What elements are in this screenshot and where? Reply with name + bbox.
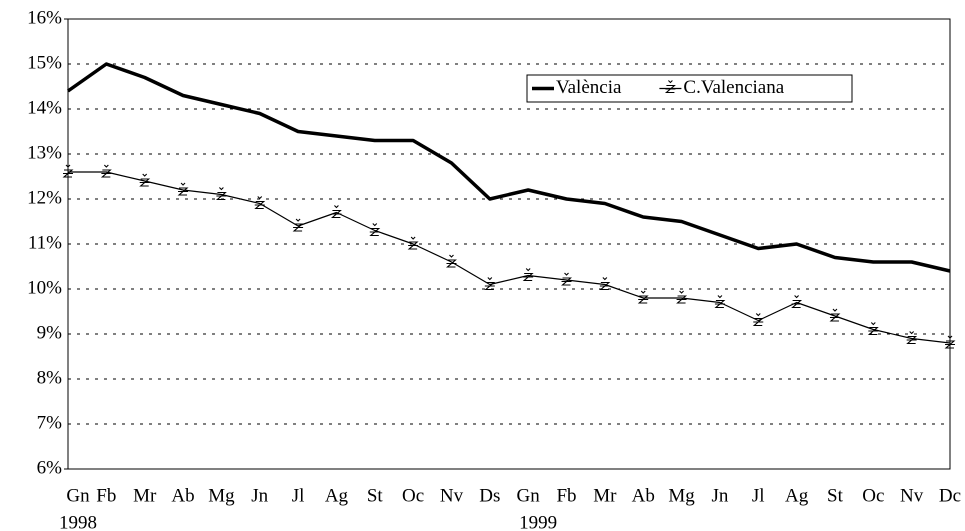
x-tick-label: Gn <box>66 485 90 506</box>
x-tick-label: Ag <box>785 485 809 506</box>
y-tick-label: 7% <box>37 412 63 433</box>
y-tick-label: 16% <box>27 7 62 28</box>
plot-frame <box>67 18 951 470</box>
marker <box>906 331 918 345</box>
marker <box>637 290 649 304</box>
marker <box>676 290 688 304</box>
marker <box>369 223 381 237</box>
y-tick-label: 11% <box>28 232 62 253</box>
marker <box>62 164 74 178</box>
marker <box>330 205 342 219</box>
x-tick-label: Jl <box>292 485 305 506</box>
series-line <box>68 171 951 344</box>
marker <box>100 164 112 178</box>
marker <box>292 218 304 232</box>
marker <box>215 187 227 201</box>
x-tick-label: Ab <box>171 485 194 506</box>
y-tick-label: 9% <box>37 322 63 343</box>
marker <box>752 313 764 327</box>
x-tick-label: Mr <box>133 485 157 506</box>
marker <box>561 272 572 286</box>
y-tick-label: 13% <box>27 142 62 163</box>
x-tick-label: Ab <box>632 485 655 506</box>
y-tick-label: 15% <box>27 52 62 73</box>
x-tick-label: St <box>827 485 844 506</box>
y-tick-label: 12% <box>27 187 62 208</box>
marker <box>139 173 151 187</box>
marker <box>407 236 419 250</box>
x-tick-label: Oc <box>402 485 424 506</box>
year-label: 1998 <box>59 512 97 531</box>
marker <box>791 295 803 309</box>
marker <box>177 182 189 196</box>
y-tick-label: 8% <box>37 367 63 388</box>
year-label: 1999 <box>519 512 557 531</box>
legend-label: C.Valenciana <box>683 77 784 98</box>
marker <box>484 277 496 291</box>
y-tick-label: 10% <box>27 277 62 298</box>
marker <box>254 196 266 210</box>
marker <box>446 254 457 268</box>
x-tick-label: Fb <box>556 485 576 506</box>
marker <box>599 277 611 291</box>
x-tick-label: Mg <box>668 485 695 506</box>
marker <box>829 308 841 322</box>
x-tick-label: Fb <box>96 485 116 506</box>
x-tick-label: Jn <box>251 485 268 506</box>
marker <box>522 268 534 282</box>
x-tick-label: Nv <box>900 485 924 506</box>
y-tick-label: 6% <box>37 457 63 478</box>
x-tick-label: Dc <box>939 485 961 506</box>
x-tick-label: Ag <box>325 485 349 506</box>
x-tick-label: Mg <box>208 485 235 506</box>
x-tick-label: Gn <box>517 485 541 506</box>
x-tick-label: Jl <box>752 485 765 506</box>
marker <box>944 335 956 349</box>
x-tick-label: St <box>367 485 384 506</box>
x-tick-label: Oc <box>862 485 884 506</box>
x-tick-label: Nv <box>440 485 464 506</box>
series-line <box>66 62 951 273</box>
marker <box>664 80 676 94</box>
x-tick-label: Ds <box>479 485 500 506</box>
legend-box <box>526 74 853 103</box>
legend-label: València <box>556 77 622 98</box>
marker <box>867 322 879 336</box>
x-tick-label: Mr <box>593 485 617 506</box>
x-tick-label: Jn <box>711 485 728 506</box>
y-tick-label: 14% <box>27 97 62 118</box>
marker <box>714 295 726 309</box>
